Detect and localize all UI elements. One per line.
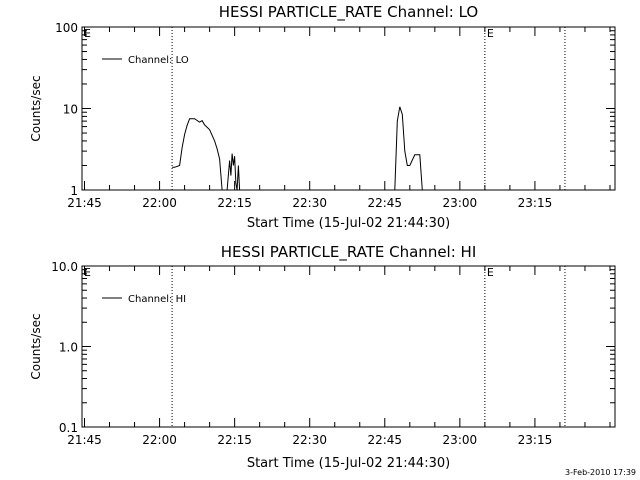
plot-timestamp: 3-Feb-2010 17:39 (565, 468, 636, 477)
panel-1-y-tick-label: 10 (63, 103, 78, 117)
panel-1-y-axis-label: Counts/sec (29, 75, 43, 141)
panel-2-x-tick-label: 22:30 (292, 433, 327, 447)
panel-1-flag-label: E (487, 27, 494, 40)
panel-2-x-tick-label: 23:00 (443, 433, 478, 447)
panel-1-x-tick-label: 22:45 (367, 196, 402, 210)
panel-2-x-tick-label: 22:45 (367, 433, 402, 447)
panel-2-x-axis-label: Start Time (15-Jul-02 21:44:30) (247, 456, 450, 471)
panel-2-x-tick-label: 21:45 (67, 433, 102, 447)
panel-2-y-axis-label: Counts/sec (29, 313, 43, 379)
panel-1-title: HESSI PARTICLE_RATE Channel: LO (219, 3, 478, 22)
panel-2-flag-label: E (84, 266, 91, 279)
panel-1-x-tick-label: 23:15 (518, 196, 553, 210)
panel-2-y-tick-label: 1.0 (59, 341, 78, 355)
panel-2-legend-label: Channel: HI (128, 294, 186, 305)
panel-2-y-tick-label: 0.1 (59, 421, 78, 435)
panel-1-x-tick-label: 21:45 (67, 196, 102, 210)
panel-1-series-line-segment-3 (394, 106, 423, 191)
panel-1-flag-label: E (84, 27, 91, 40)
panel-2-x-tick-label: 22:15 (217, 433, 252, 447)
panel-2-x-tick-label: 23:15 (518, 433, 553, 447)
panel-2-y-tick-label: 10.0 (51, 260, 78, 274)
panel-1-x-axis-label: Start Time (15-Jul-02 21:44:30) (247, 216, 450, 231)
panel-2-x-tick-label: 22:00 (142, 433, 177, 447)
panel-2-flag-label: E (487, 266, 494, 279)
panel-1-x-tick-label: 23:00 (443, 196, 478, 210)
panel-1-y-tick-label: 1 (70, 184, 78, 198)
panel-1-series-line-segment-2 (226, 153, 241, 191)
panel-2-title: HESSI PARTICLE_RATE Channel: HI (221, 243, 477, 262)
panel-1-series-line-segment-1 (172, 118, 223, 191)
panel-1-x-tick-label: 22:15 (217, 196, 252, 210)
panel-1-legend-label: Channel: LO (128, 55, 189, 66)
panel-1-y-tick-label: 100 (55, 21, 78, 35)
panel-1-x-tick-label: 22:30 (292, 196, 327, 210)
panel-1-x-tick-label: 22:00 (142, 196, 177, 210)
